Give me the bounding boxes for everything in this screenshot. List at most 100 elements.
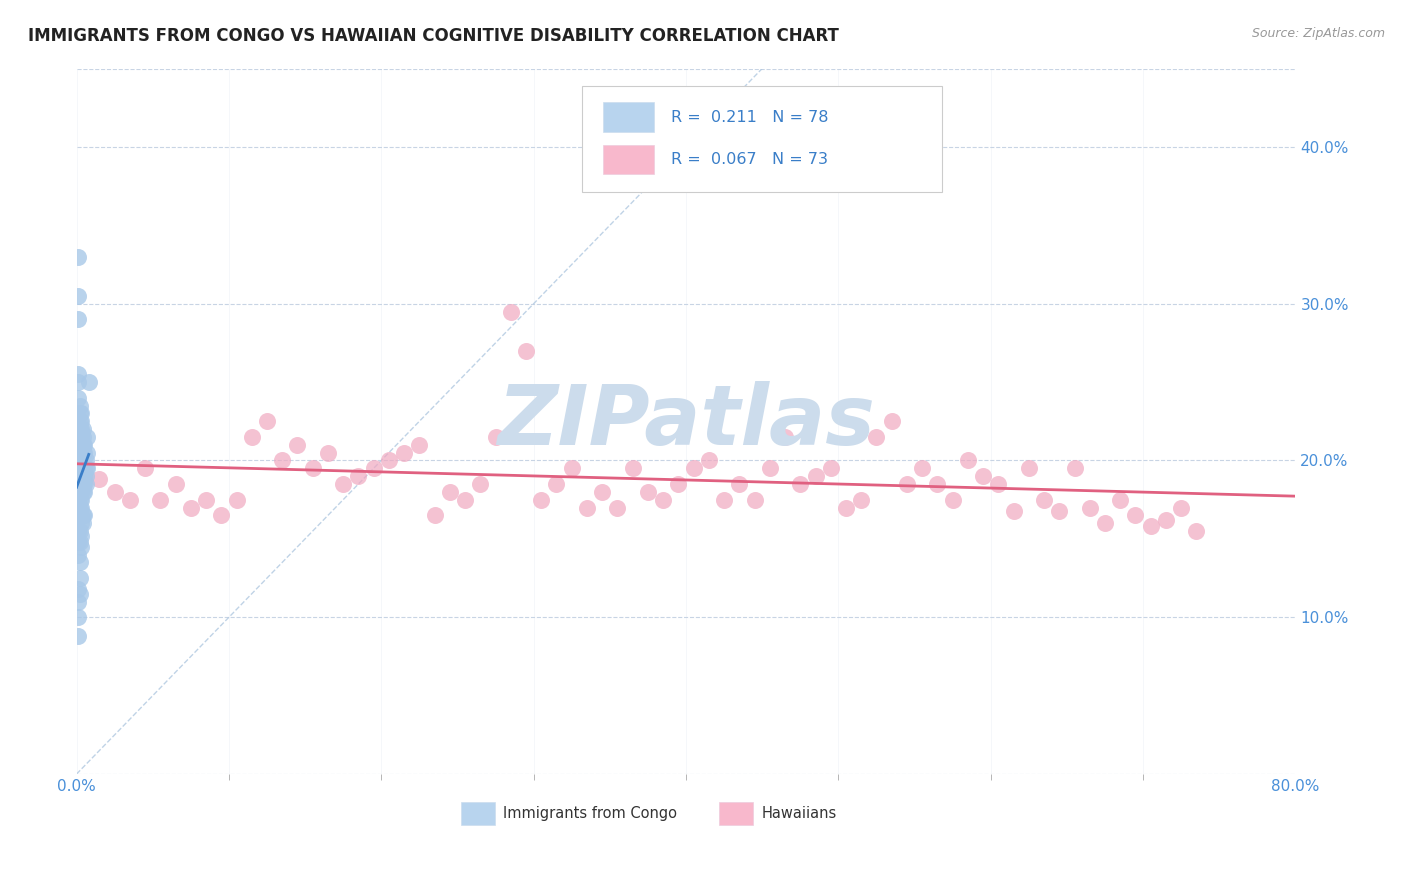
Point — [73, 445, 96, 459]
Point — [287, 438, 309, 452]
Point — [820, 461, 842, 475]
Point — [70, 406, 93, 420]
Point — [70, 477, 93, 491]
FancyBboxPatch shape — [461, 802, 495, 825]
Point — [606, 500, 628, 515]
Point — [70, 484, 93, 499]
Point — [515, 343, 537, 358]
Point — [149, 492, 172, 507]
Point — [70, 540, 93, 554]
Point — [69, 430, 91, 444]
Point — [67, 582, 90, 596]
Point — [67, 508, 90, 523]
Point — [363, 461, 385, 475]
Point — [621, 461, 644, 475]
Point — [316, 445, 339, 459]
Point — [1139, 519, 1161, 533]
Point — [408, 438, 430, 452]
Point — [75, 477, 97, 491]
Text: R =  0.067   N = 73: R = 0.067 N = 73 — [672, 152, 828, 167]
Point — [70, 516, 93, 531]
Point — [591, 484, 613, 499]
Text: Immigrants from Congo: Immigrants from Congo — [503, 806, 678, 821]
Text: IMMIGRANTS FROM CONGO VS HAWAIIAN COGNITIVE DISABILITY CORRELATION CHART: IMMIGRANTS FROM CONGO VS HAWAIIAN COGNIT… — [28, 27, 839, 45]
Text: ZIPatlas: ZIPatlas — [498, 381, 875, 462]
Point — [77, 375, 100, 389]
Point — [72, 469, 94, 483]
Point — [70, 445, 93, 459]
Point — [67, 500, 90, 515]
Point — [1002, 503, 1025, 517]
Point — [1154, 513, 1177, 527]
Point — [73, 508, 96, 523]
FancyBboxPatch shape — [603, 145, 654, 174]
Point — [423, 508, 446, 523]
Point — [70, 492, 93, 507]
Point — [69, 571, 91, 585]
Point — [69, 445, 91, 459]
Point — [70, 438, 93, 452]
Point — [499, 304, 522, 318]
Point — [76, 430, 98, 444]
Point — [956, 453, 979, 467]
Point — [67, 289, 90, 303]
Point — [865, 430, 887, 444]
Point — [75, 453, 97, 467]
Point — [835, 500, 858, 515]
Point — [180, 500, 202, 515]
Point — [73, 484, 96, 499]
Point — [72, 484, 94, 499]
Point — [804, 469, 827, 483]
Point — [713, 492, 735, 507]
Point — [67, 375, 90, 389]
Point — [880, 414, 903, 428]
Point — [209, 508, 232, 523]
Point — [69, 441, 91, 455]
Point — [666, 477, 689, 491]
Point — [69, 414, 91, 428]
Point — [69, 438, 91, 452]
Point — [72, 461, 94, 475]
Point — [546, 477, 568, 491]
Point — [69, 587, 91, 601]
Point — [987, 477, 1010, 491]
Point — [392, 445, 415, 459]
Point — [104, 484, 127, 499]
Point — [378, 453, 401, 467]
FancyBboxPatch shape — [718, 802, 754, 825]
Point — [69, 508, 91, 523]
Point — [1185, 524, 1208, 538]
Point — [69, 422, 91, 436]
Point — [789, 477, 811, 491]
Point — [561, 461, 583, 475]
Point — [67, 610, 90, 624]
Point — [70, 508, 93, 523]
Point — [73, 469, 96, 483]
Point — [1094, 516, 1116, 531]
Point — [759, 461, 782, 475]
Point — [69, 450, 91, 465]
Point — [470, 477, 492, 491]
Point — [728, 477, 751, 491]
Point — [69, 535, 91, 549]
Point — [69, 500, 91, 515]
Point — [682, 461, 704, 475]
Point — [301, 461, 323, 475]
Point — [67, 629, 90, 643]
Point — [1033, 492, 1056, 507]
FancyBboxPatch shape — [582, 87, 942, 192]
Point — [75, 461, 97, 475]
Point — [67, 250, 90, 264]
Point — [70, 529, 93, 543]
Point — [225, 492, 247, 507]
Point — [637, 484, 659, 499]
Point — [67, 492, 90, 507]
Point — [72, 422, 94, 436]
Point — [69, 555, 91, 569]
Point — [896, 477, 918, 491]
Point — [67, 535, 90, 549]
Point — [744, 492, 766, 507]
Point — [1125, 508, 1147, 523]
Point — [73, 477, 96, 491]
Point — [72, 508, 94, 523]
